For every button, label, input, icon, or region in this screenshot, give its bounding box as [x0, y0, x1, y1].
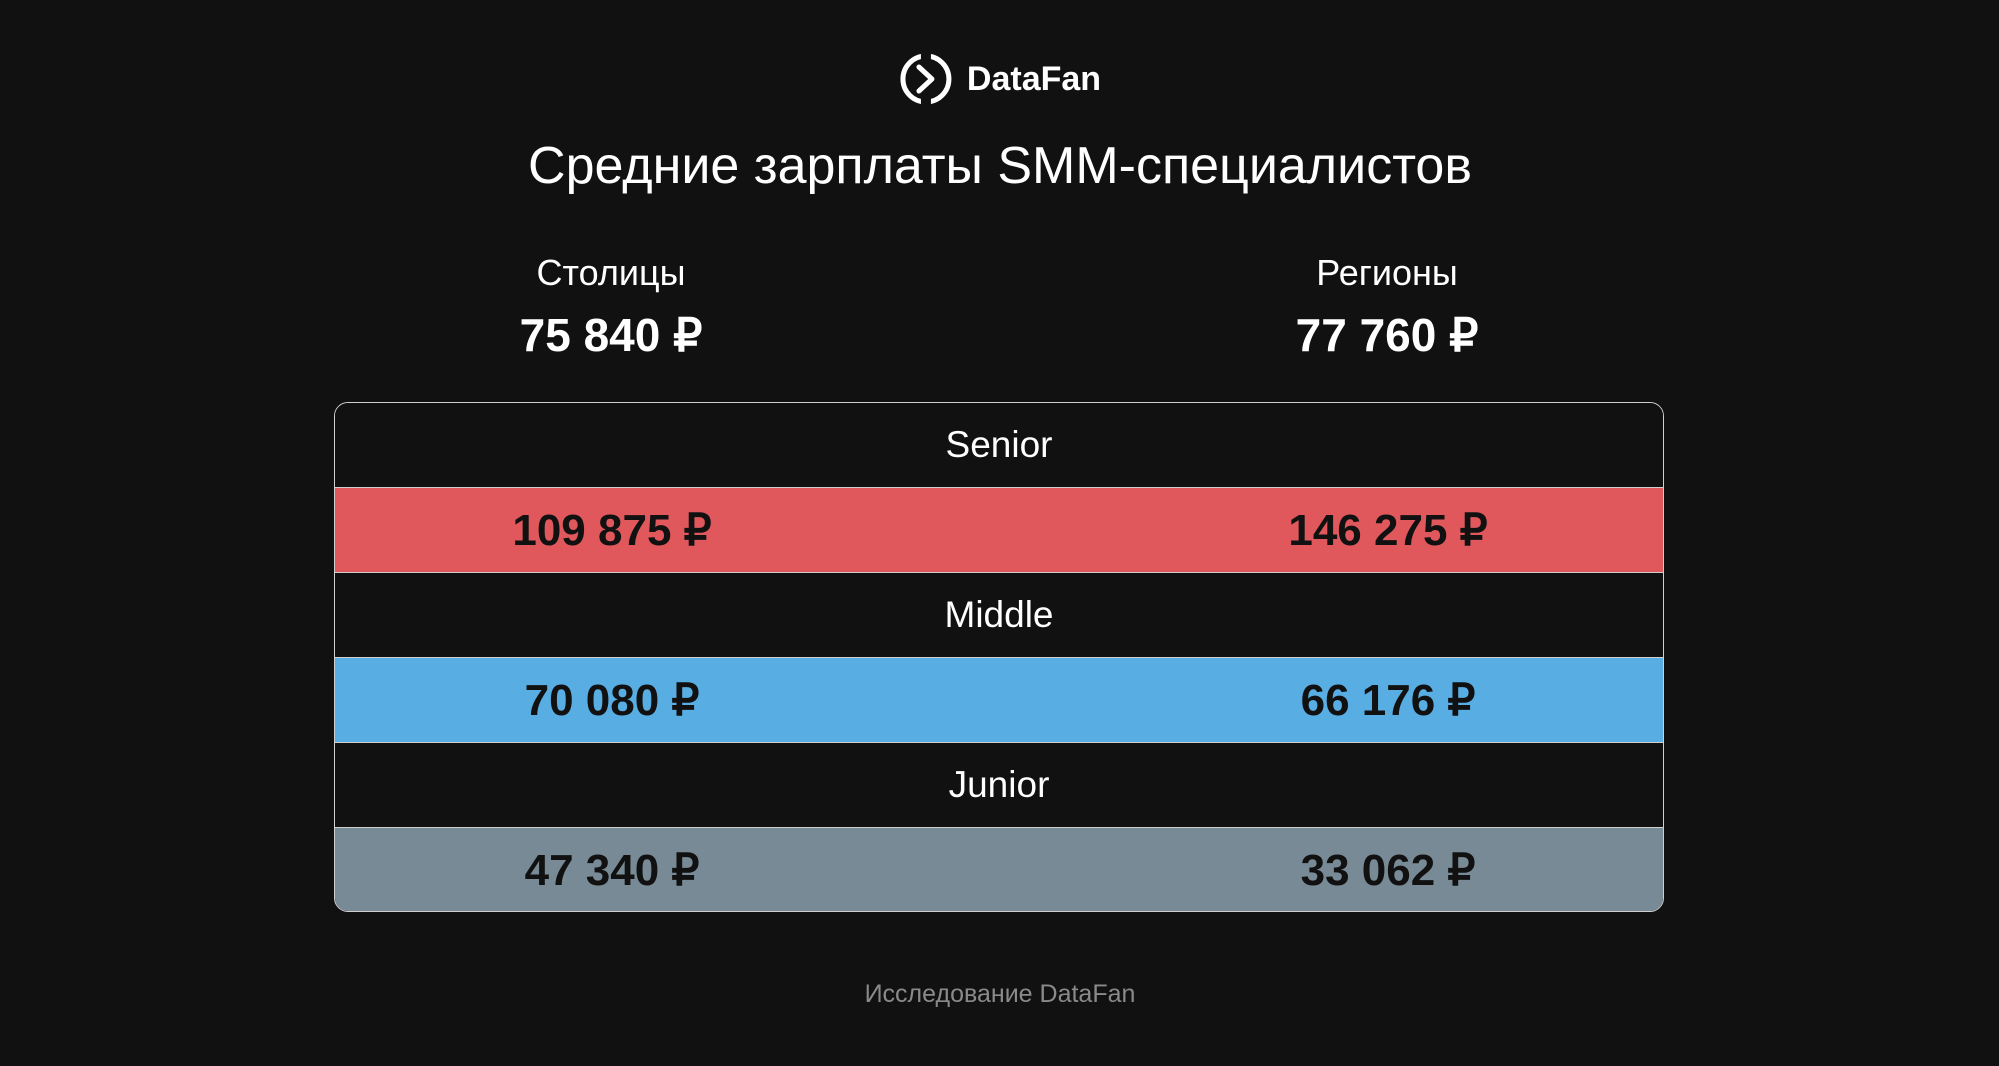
salary-value: 146 275 ₽: [1288, 505, 1488, 555]
logo-text: DataFan: [966, 59, 1102, 98]
level-name: Junior: [335, 743, 1663, 828]
level-name: Middle: [335, 573, 1663, 658]
logo-icon: [900, 53, 952, 105]
level-values: 109 875 ₽ 146 275 ₽: [335, 488, 1663, 573]
level-values: 70 080 ₽ 66 176 ₽: [335, 658, 1663, 743]
summary-value: 77 760 ₽: [1295, 309, 1479, 361]
logo: DataFan: [899, 52, 1101, 106]
summary-label: Регионы: [1316, 252, 1458, 293]
summary-label: Столицы: [536, 252, 686, 293]
salary-table: Senior 109 875 ₽ 146 275 ₽ Middle 70 080 ₽ 66…: [334, 402, 1664, 912]
salary-value: 70 080 ₽: [524, 675, 700, 725]
level-name: Senior: [335, 403, 1663, 488]
footer: Исследование DataFan: [864, 980, 1136, 1008]
salary-value: 66 176 ₽: [1300, 675, 1476, 725]
level-values: 47 340 ₽ 33 062 ₽: [335, 828, 1663, 911]
salary-value: 109 875 ₽: [512, 505, 712, 555]
salary-value: 47 340 ₽: [524, 846, 700, 895]
summary-value: 75 840 ₽: [519, 309, 703, 361]
title: Средние зарплаты SMM-специалистов: [528, 137, 1472, 195]
salary-value: 33 062 ₽: [1300, 846, 1476, 895]
